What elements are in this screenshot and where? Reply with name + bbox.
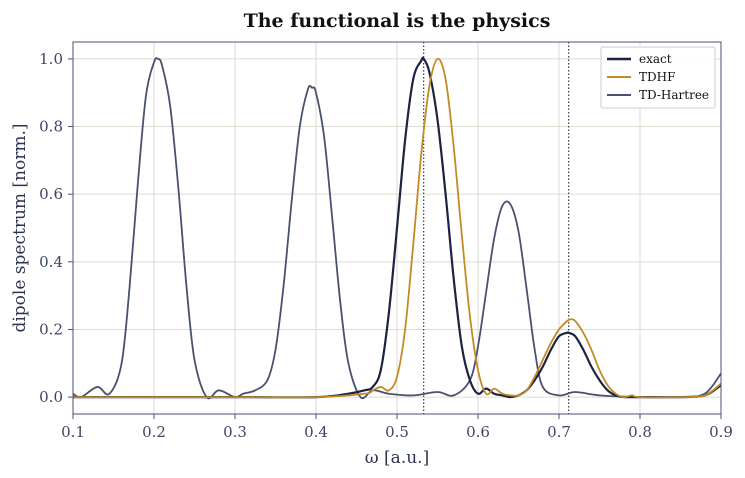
axis-ticks: 0.1 0.2 0.3 0.4 0.5 0.6 0.7 0.8 0.9 0.0 0.2 0.4 0.6 0… [39,50,733,441]
x-tick-label: 0.6 [466,423,490,441]
y-tick-label: 0.4 [39,253,63,271]
series-line-tdhf [72,57,722,399]
chart-title: The functional is the physics [244,10,551,32]
x-tick-label: 0.5 [385,423,409,441]
x-tick-label: 0.7 [547,423,571,441]
x-tick-label: 0.9 [709,423,733,441]
legend-label: TDHF [639,70,675,84]
series-line-exact [72,56,722,399]
series-layer [72,56,722,400]
y-tick-label: 0.8 [39,118,63,136]
x-axis-label: ω [a.u.] [365,448,429,468]
y-tick-label: 0.2 [39,320,63,338]
legend-label: TD-Hartree [639,88,709,102]
legend-label: exact [639,52,672,66]
legend-box [600,46,716,109]
y-axis-label: dipole spectrum [norm.] [10,123,30,332]
y-tick-label: 0.6 [39,185,63,203]
y-tick-label: 1.0 [39,50,63,68]
x-tick-label: 0.2 [142,423,166,441]
x-tick-label: 0.3 [223,423,247,441]
series-line-td-hartree [72,57,722,400]
legend: exact TDHF TD-Hartree [600,46,716,109]
x-tick-label: 0.1 [61,423,85,441]
y-tick-label: 0.0 [39,388,63,406]
reference-lines [423,42,570,414]
x-tick-label: 0.8 [628,423,652,441]
x-tick-label: 0.4 [304,423,328,441]
